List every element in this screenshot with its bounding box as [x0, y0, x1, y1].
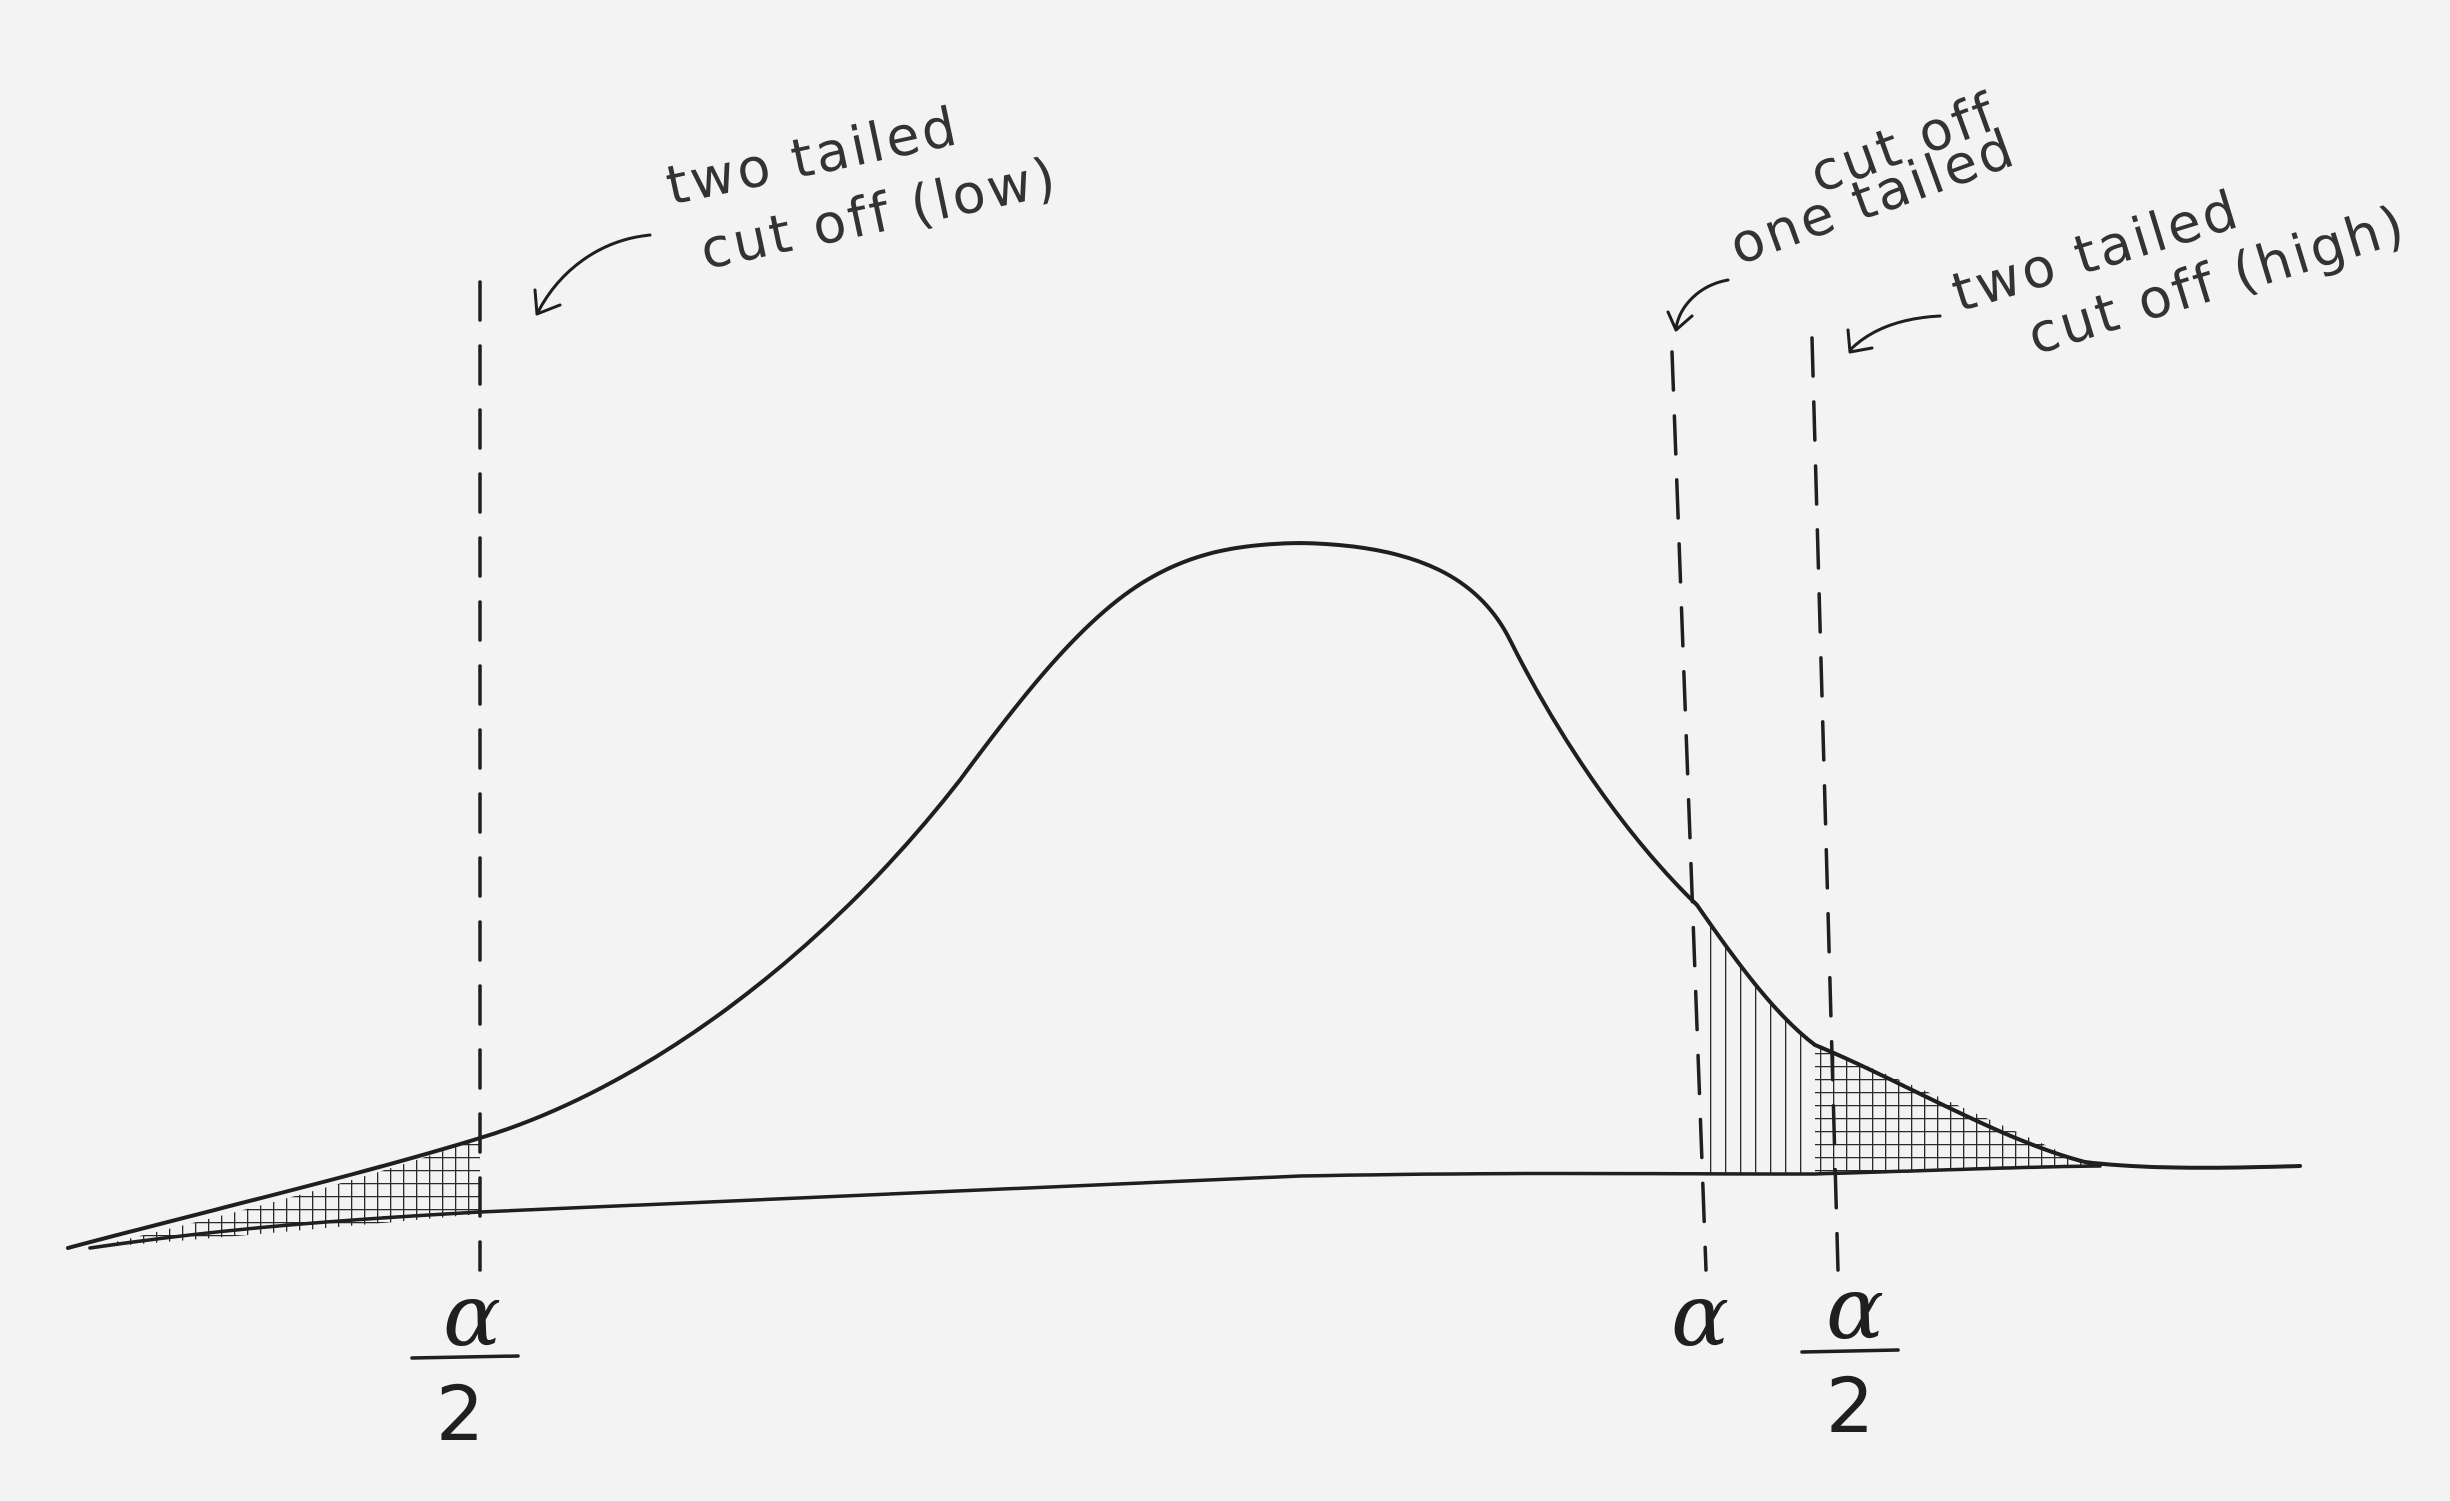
alpha-half-label-low: α 2: [410, 1266, 520, 1458]
alpha-denominator: 2: [1826, 1361, 1874, 1450]
alpha-denominator: 2: [436, 1369, 484, 1458]
alpha-label-one-tailed: α: [1671, 1266, 1729, 1366]
distribution-curve: [66, 541, 2302, 1250]
arrow-icon: [1666, 278, 1730, 332]
alpha-half-label-high: α 2: [1800, 1259, 1900, 1450]
two-tailed-high-cutoff-line: [1810, 336, 1840, 1272]
alpha-numerator: α: [1826, 1259, 1884, 1359]
arrow-icon: [1846, 314, 1942, 354]
left-tail-shading: [90, 1138, 480, 1248]
fraction-bar: [410, 1354, 520, 1360]
fraction-bar: [1800, 1348, 1900, 1354]
one-tailed-region-shading: [1697, 905, 1815, 1175]
annotation-one-tailed: one tailed cut off: [1721, 80, 2024, 277]
baseline: [88, 1164, 2102, 1250]
arrow-icon: [533, 233, 652, 316]
alpha-numerator: α: [443, 1266, 501, 1366]
annotation-two-tailed-low: two tailed cut off (low): [661, 94, 1064, 282]
one-tailed-cutoff-line: [1670, 350, 1708, 1272]
